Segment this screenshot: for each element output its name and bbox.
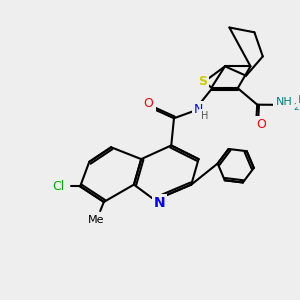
Text: O: O — [143, 97, 153, 110]
Text: NH: NH — [276, 97, 292, 107]
Text: N: N — [154, 196, 165, 210]
Text: H: H — [201, 111, 208, 122]
Text: H: H — [298, 95, 300, 105]
Text: Cl: Cl — [52, 180, 64, 193]
Text: Me: Me — [88, 215, 105, 225]
Text: S: S — [198, 75, 207, 88]
Text: 2: 2 — [293, 103, 299, 112]
Text: O: O — [256, 118, 266, 131]
Text: N: N — [194, 103, 203, 116]
